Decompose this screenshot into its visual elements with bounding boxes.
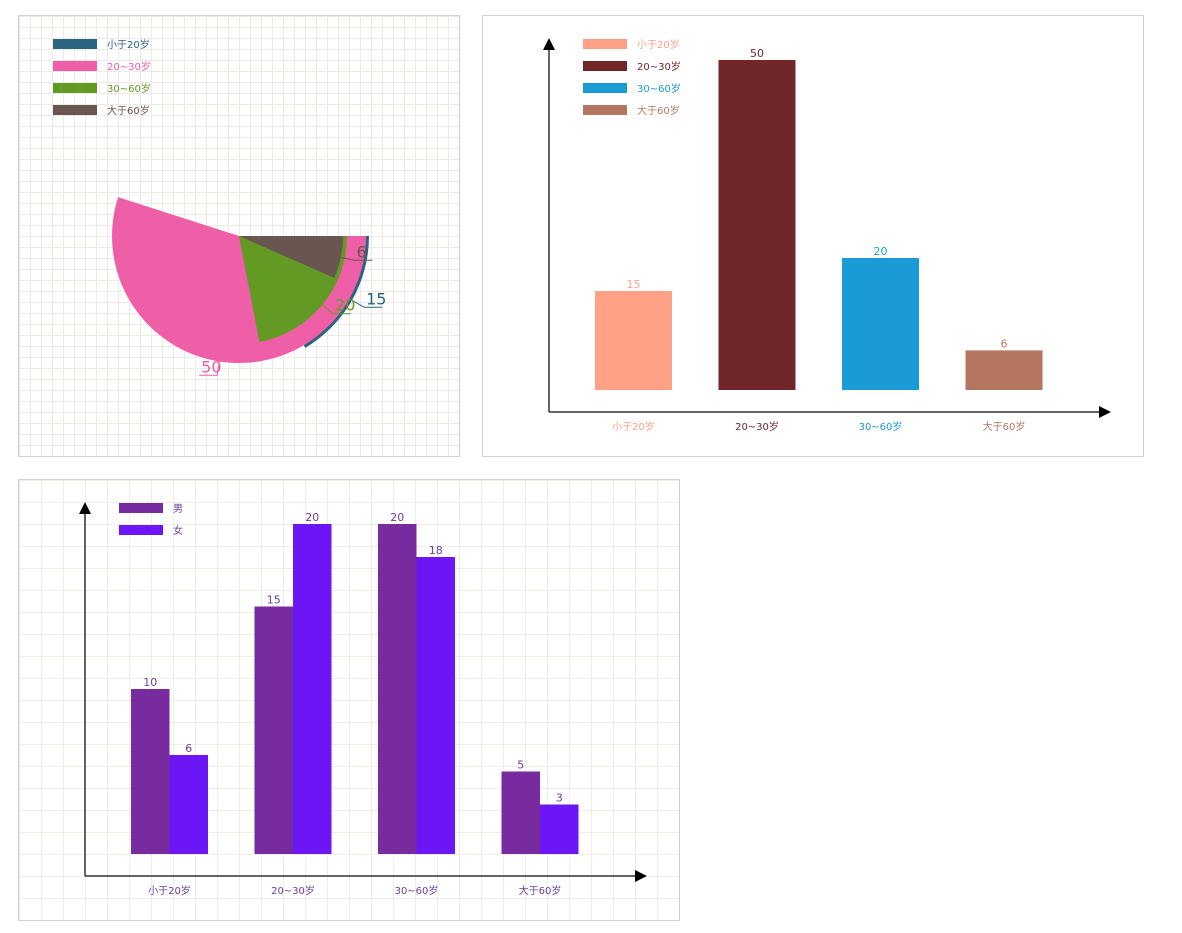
legend-swatch [583, 83, 627, 93]
legend-swatch [119, 525, 163, 535]
bar-data-label: 20 [390, 511, 404, 524]
pie-leader-line [340, 256, 373, 261]
pie-leader-line [199, 361, 220, 376]
x-axis-arrow [1099, 406, 1111, 418]
x-tick-label: 小于20岁 [612, 420, 655, 433]
bar [169, 755, 208, 854]
bar [293, 524, 332, 854]
bar-data-label: 50 [750, 47, 764, 60]
x-tick-label: 小于20岁 [148, 884, 191, 897]
legend-swatch [583, 39, 627, 49]
bar-data-label: 18 [429, 544, 443, 557]
legend-label: 小于20岁 [107, 38, 150, 51]
legend-label: 30~60岁 [637, 82, 681, 95]
pie-data-label: 15 [366, 289, 386, 308]
y-axis-arrow [543, 38, 555, 50]
grouped-bar-chart-panel: 男女 10 6 小于20岁 15 20 20~30岁 20 18 30~60岁 5 3 大于60岁 [18, 479, 680, 921]
pie-leader-line [351, 299, 383, 308]
bar [501, 771, 540, 854]
pie-slice [239, 236, 343, 278]
x-tick-label: 大于60岁 [519, 884, 562, 897]
bar [540, 804, 579, 854]
legend-label: 20~30岁 [107, 60, 151, 73]
bar-data-label: 20 [305, 511, 319, 524]
x-tick-label: 20~30岁 [271, 884, 315, 897]
legend-label: 小于20岁 [637, 38, 680, 51]
bar [378, 524, 417, 854]
x-axis-arrow [635, 870, 647, 882]
pie-data-label: 50 [201, 357, 221, 376]
grouped-bar-chart: 男女 10 6 小于20岁 15 20 20~30岁 20 18 30~60岁 5 3 大于60岁 [79, 502, 647, 897]
pie-data-label: 6 [356, 242, 366, 261]
bar-chart-panel: 小于20岁 20~30岁 30~60岁 大于60岁 15 小于20岁 50 20~30岁 20 3… [482, 15, 1144, 457]
legend-label: 30~60岁 [107, 82, 151, 95]
bar-data-label: 10 [143, 676, 157, 689]
bar-data-label: 15 [267, 594, 281, 607]
pie-data-label: 20 [335, 296, 355, 315]
bar [842, 258, 919, 390]
legend-swatch [583, 61, 627, 71]
legend-label: 大于60岁 [637, 104, 680, 117]
bar-data-label: 20 [874, 245, 888, 258]
bar [595, 291, 672, 390]
bar [965, 350, 1043, 390]
bar [416, 557, 455, 854]
bar [254, 606, 293, 854]
bar-data-label: 15 [627, 278, 641, 291]
legend-label: 大于60岁 [107, 104, 150, 117]
legend-swatch [53, 83, 97, 93]
legend-label: 20~30岁 [637, 60, 681, 73]
x-tick-label: 30~60岁 [859, 420, 903, 433]
legend-swatch [53, 39, 97, 49]
pie-leader-line [321, 304, 352, 315]
bar-data-label: 5 [517, 759, 524, 772]
legend-swatch [119, 503, 163, 513]
bar-data-label: 6 [185, 742, 192, 755]
legend-label: 女 [173, 524, 183, 537]
legend-swatch [583, 105, 627, 115]
legend-swatch [53, 61, 97, 71]
x-tick-label: 30~60岁 [395, 884, 439, 897]
x-tick-label: 20~30岁 [735, 420, 779, 433]
pie-chart-panel: 小于20岁 20~30岁 30~60岁 大于60岁 15 50 20 6 [18, 15, 460, 457]
bar-chart: 小于20岁20~30岁30~60岁大于60岁15小于20岁5020~30岁203… [543, 38, 1111, 433]
x-tick-label: 大于60岁 [983, 420, 1026, 433]
y-axis-arrow [79, 502, 91, 514]
bar [718, 60, 796, 390]
legend-swatch [53, 105, 97, 115]
bar-data-label: 6 [1001, 337, 1008, 350]
legend-label: 男 [173, 503, 183, 515]
bar-data-label: 3 [556, 792, 563, 805]
bar [131, 689, 170, 854]
